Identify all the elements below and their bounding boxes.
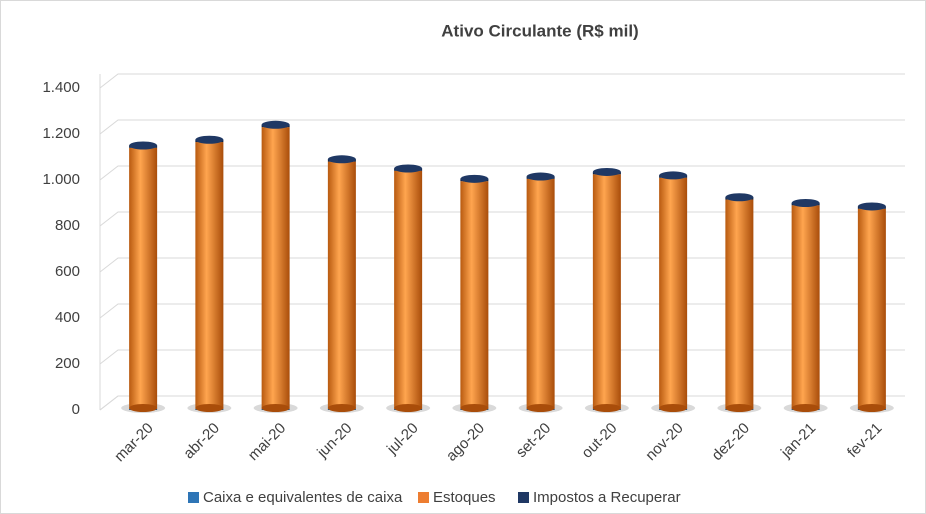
y-tick-label: 0 — [72, 401, 80, 418]
grid-line — [99, 119, 905, 135]
bar-bottom — [857, 404, 886, 412]
legend-swatch — [188, 492, 199, 503]
bar-top — [261, 120, 290, 129]
bar-bottom — [526, 404, 555, 412]
y-tick-label: 400 — [55, 309, 80, 326]
grid-line — [99, 73, 905, 89]
bar-segment — [857, 208, 886, 409]
bar-bottom — [327, 404, 356, 412]
legend-label: Caixa e equivalentes de caixa — [203, 489, 403, 506]
bar-top — [659, 171, 688, 180]
bar-top — [394, 164, 423, 173]
bar-top — [791, 199, 820, 207]
bar-top — [857, 202, 886, 211]
y-tick-label: 800 — [55, 217, 80, 234]
bar-segment — [725, 199, 754, 409]
grid-line — [99, 303, 905, 319]
y-tick-label: 1.000 — [42, 171, 80, 188]
grid-line — [99, 165, 905, 181]
bar-segment — [129, 147, 158, 409]
x-axis — [99, 395, 119, 411]
y-tick-label: 600 — [55, 263, 80, 280]
grid-line — [99, 211, 905, 227]
bar-segment — [460, 181, 489, 409]
y-tick-label: 1.200 — [42, 125, 80, 142]
bar-bottom — [659, 404, 688, 412]
bar-bottom — [592, 404, 621, 412]
legend-label: Estoques — [433, 489, 496, 506]
bar-top — [592, 167, 621, 176]
bar-segment — [791, 205, 820, 409]
bar-top — [725, 193, 754, 202]
bar-segment — [327, 161, 356, 409]
bar-top — [526, 172, 555, 181]
bar-top — [327, 155, 356, 164]
chart-title: Ativo Circulante (R$ mil) — [441, 21, 638, 40]
bar-top — [460, 174, 489, 183]
bar-segment — [526, 178, 555, 409]
legend-swatch — [418, 492, 429, 503]
y-tick-label: 1.400 — [42, 79, 80, 96]
bar-bottom — [195, 404, 224, 412]
legend-swatch — [518, 492, 529, 503]
bar-bottom — [394, 404, 423, 412]
bar-segment — [394, 170, 423, 409]
bar-bottom — [460, 404, 489, 412]
bar-segment — [195, 142, 224, 409]
y-tick-label: 200 — [55, 355, 80, 372]
bar-bottom — [725, 404, 754, 412]
bar-bottom — [261, 404, 290, 412]
bar-top — [129, 141, 158, 150]
grid-line — [99, 257, 905, 273]
grid-line — [99, 349, 905, 365]
bar-bottom — [791, 404, 820, 412]
bar-top — [195, 135, 224, 144]
bar-segment — [261, 127, 290, 409]
bar-bottom — [129, 404, 158, 412]
legend-label: Impostos a Recuperar — [533, 489, 681, 506]
bar-segment — [592, 174, 621, 409]
bar-segment — [659, 177, 688, 409]
